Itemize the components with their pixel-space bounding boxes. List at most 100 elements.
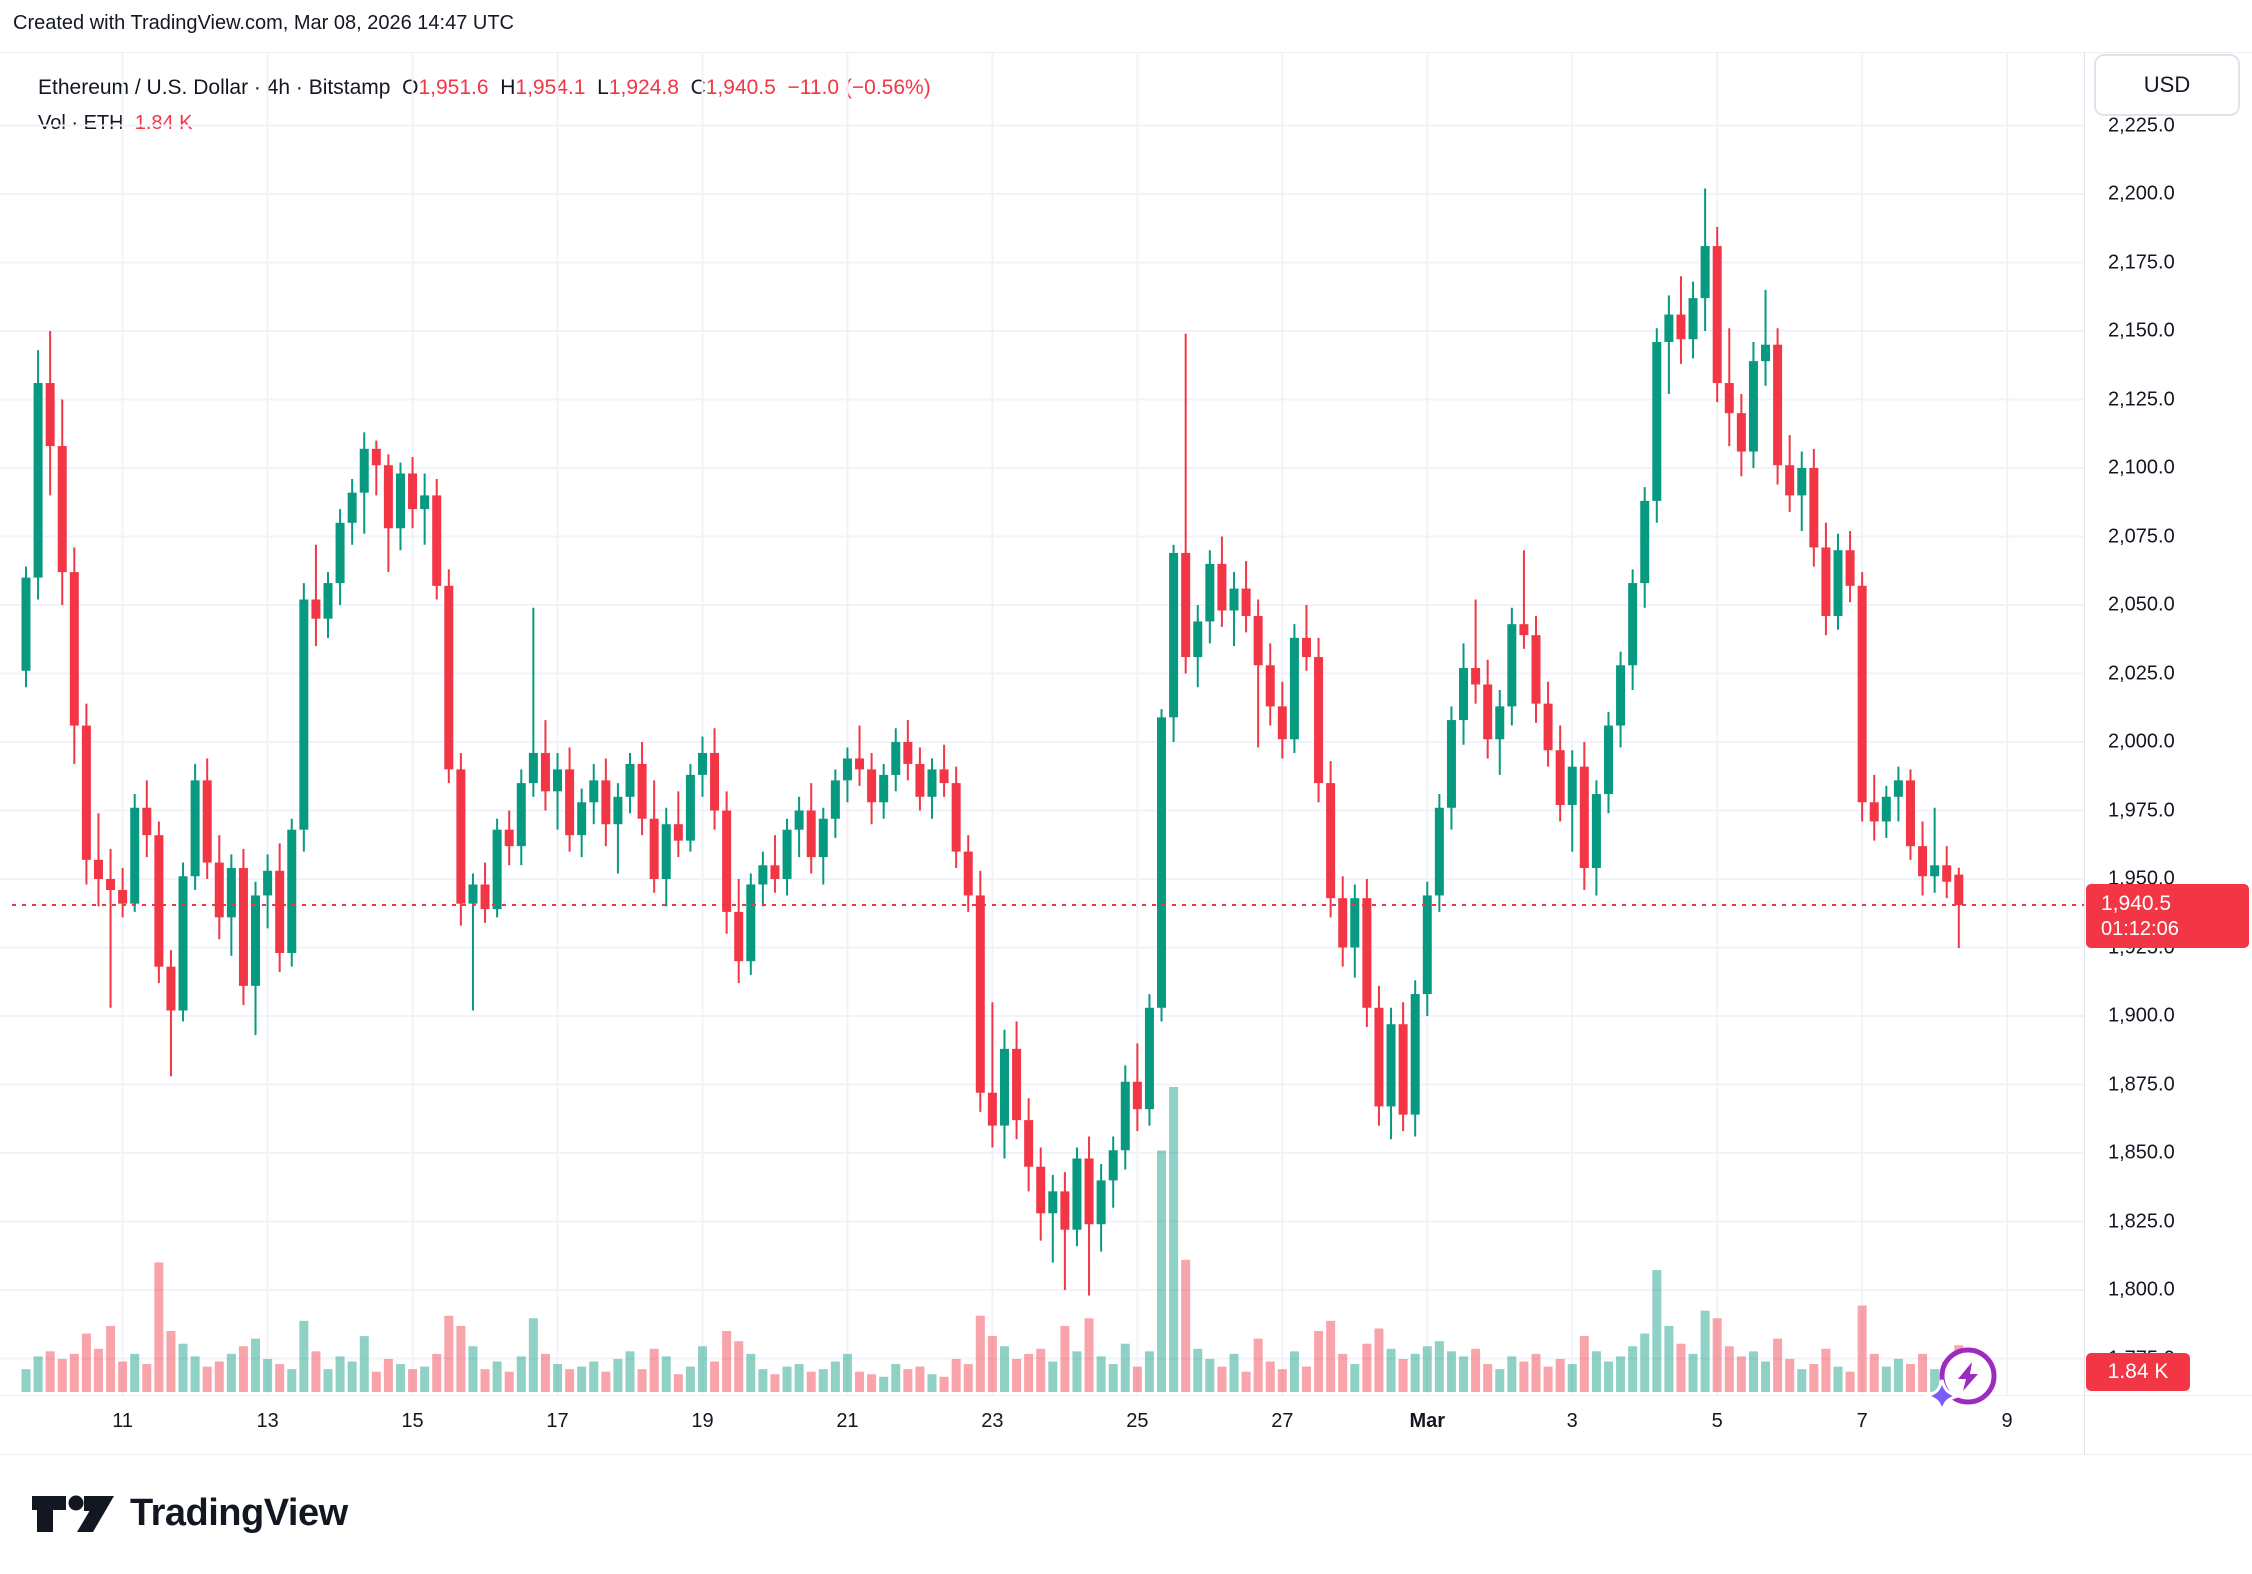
candle-body (335, 522, 345, 584)
candle-body (1543, 703, 1553, 751)
volume-bar (1229, 1353, 1239, 1392)
candle-body (142, 807, 152, 836)
volume-bar (1217, 1366, 1227, 1392)
candle-body (685, 774, 695, 841)
candle-body (1338, 898, 1348, 948)
volume-bar (782, 1366, 792, 1392)
volume-bar (1640, 1333, 1650, 1392)
volume-bar (613, 1358, 623, 1392)
volume-bar (697, 1346, 707, 1392)
volume-bar (891, 1364, 901, 1392)
candle-body (190, 780, 200, 877)
volume-bar (1120, 1343, 1130, 1392)
price-axis-label: 2,050.0 (2108, 593, 2175, 616)
volume-bar (1301, 1366, 1311, 1392)
candle-body (528, 752, 538, 784)
candle-body (903, 742, 913, 764)
candle-body (1362, 898, 1372, 1008)
volume-bar (1555, 1358, 1565, 1392)
time-axis-bottom-divider (0, 1454, 2252, 1455)
volume-bar (1761, 1361, 1771, 1392)
candle-body (601, 780, 611, 825)
candle-body (1712, 246, 1722, 384)
volume-bar (1446, 1351, 1456, 1392)
volume-bar (359, 1336, 369, 1392)
candle-body (383, 465, 393, 529)
volume-bar (347, 1361, 357, 1392)
time-axis-label: 19 (691, 1410, 714, 1432)
time-axis-label: 5 (1711, 1410, 1723, 1432)
candle-body (770, 865, 780, 879)
candle-body (1157, 717, 1167, 1008)
currency-toggle-button[interactable]: USD (2094, 54, 2240, 116)
volume-bar (1144, 1351, 1154, 1392)
candle-body (1314, 657, 1324, 784)
volume-bar (915, 1366, 925, 1392)
candle-body (1386, 1024, 1396, 1107)
volume-bar (408, 1369, 418, 1392)
ohlc-open-value: 1,951.6 (418, 76, 489, 99)
volume-bar (625, 1351, 635, 1392)
candle-body (1881, 796, 1891, 822)
volume-bar (1579, 1336, 1589, 1392)
time-axis-label: 3 (1566, 1410, 1578, 1432)
candle-body (1398, 1024, 1408, 1115)
candle-body (178, 876, 188, 1011)
tradingview-logo[interactable]: TradingView (30, 1492, 348, 1535)
volume-bar (178, 1343, 188, 1392)
volume-bar (565, 1369, 575, 1392)
volume-bar (1193, 1348, 1203, 1392)
candle-body (1736, 413, 1746, 452)
candle-body (637, 763, 647, 819)
price-axis-label: 2,025.0 (2108, 662, 2175, 684)
candle-body (613, 796, 623, 825)
time-axis-label: 21 (836, 1410, 859, 1432)
volume-bar (818, 1369, 828, 1392)
volume-bar (987, 1336, 997, 1392)
candle-body (263, 870, 273, 896)
volume-bar (335, 1356, 345, 1392)
candle-body (1374, 1007, 1384, 1107)
candle-body (855, 758, 865, 770)
volume-bar (444, 1315, 454, 1392)
candle-body (818, 818, 828, 858)
candle-body (1036, 1166, 1046, 1214)
volume-bar (927, 1374, 937, 1392)
volume-legend[interactable]: Vol · ETH 1.84 K (38, 112, 193, 135)
volume-bar (1833, 1366, 1843, 1392)
header-divider (0, 52, 2252, 53)
volume-bar (1845, 1371, 1855, 1392)
volume-bar (1893, 1358, 1903, 1392)
volume-bar (1797, 1369, 1807, 1392)
candle-body (81, 725, 91, 860)
candle-body (1422, 895, 1432, 995)
price-axis-label: 2,175.0 (2108, 251, 2175, 273)
candle-body (710, 752, 720, 811)
candle-body (1748, 361, 1758, 452)
candle-body (1012, 1048, 1022, 1121)
volume-bar (1459, 1356, 1469, 1392)
time-axis-label: 27 (1271, 1410, 1294, 1432)
candle-body (238, 868, 248, 986)
volume-bar (975, 1315, 985, 1392)
volume-bar (1386, 1348, 1396, 1392)
volume-bar (323, 1369, 333, 1392)
time-axis-label: Mar (1409, 1410, 1446, 1432)
volume-bar (118, 1361, 128, 1392)
candle-body (1277, 706, 1287, 740)
symbol-legend[interactable]: Ethereum / U.S. Dollar · 4h · Bitstamp O… (38, 76, 931, 100)
tradingview-logo-icon (32, 1495, 114, 1532)
candle-body (661, 824, 671, 879)
volume-bar (299, 1320, 309, 1392)
candle-body (1289, 637, 1299, 740)
ai-lightning-icon[interactable] (1922, 1336, 2008, 1422)
volume-bar (395, 1364, 405, 1392)
candle-body (963, 851, 973, 896)
volume-bar (855, 1371, 865, 1392)
volume-bar (903, 1369, 913, 1392)
volume-bar (1809, 1364, 1819, 1392)
volume-bar (1531, 1353, 1541, 1392)
candle-body (408, 473, 418, 510)
ohlc-high-label: H (500, 76, 516, 99)
